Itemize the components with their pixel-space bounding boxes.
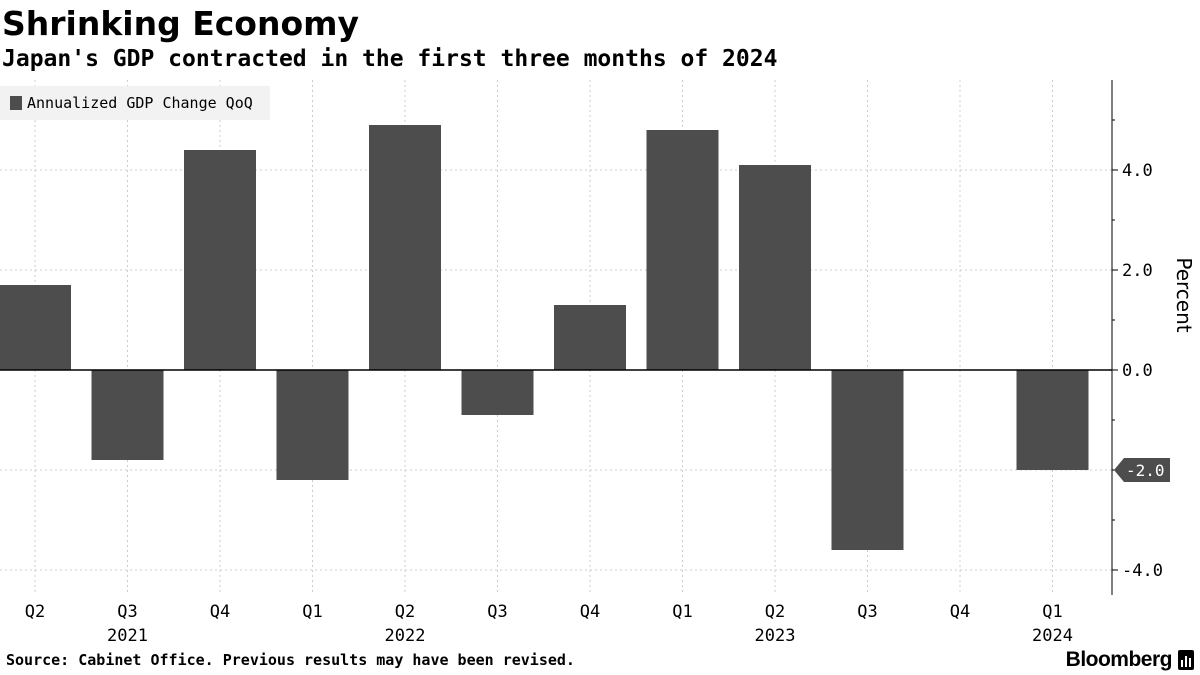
x-tick-label: Q1 (302, 602, 322, 622)
chart-title: Shrinking Economy (2, 4, 360, 43)
last-value-label: -2.0 (1126, 461, 1165, 480)
x-tick-label: Q2 (25, 602, 45, 622)
y-tick-label: 0.0 (1122, 361, 1153, 381)
legend-label: Annualized GDP Change QoQ (27, 94, 253, 112)
x-year-label: 2021 (107, 626, 148, 645)
bar (461, 370, 534, 415)
chart-subtitle: Japan's GDP contracted in the first thre… (2, 46, 778, 72)
last-value-callout (1114, 458, 1170, 482)
bars (0, 125, 1089, 550)
bar (0, 285, 71, 370)
axis-labels: -4.0 0.0 2.0 4.0 -2.0 Percent Q2 Q3 Q4 Q1 Q2 Q3 Q4 Q1… (25, 161, 1196, 645)
bar (369, 125, 441, 370)
brand: Bloomberg (1066, 647, 1194, 673)
axes (0, 80, 1118, 595)
x-tick-label: Q3 (117, 602, 137, 622)
brand-name: Bloomberg (1065, 648, 1173, 671)
x-tick-label: Q4 (580, 602, 600, 622)
bar (831, 370, 904, 550)
x-year-label: 2023 (755, 626, 796, 645)
x-year-label: 2024 (1032, 626, 1073, 645)
legend-box (0, 86, 270, 120)
y-tick-label: 4.0 (1122, 161, 1153, 181)
bar (184, 150, 256, 370)
bar (276, 370, 349, 480)
x-tick-label: Q3 (857, 602, 877, 622)
x-year-label: 2022 (385, 626, 426, 645)
bar-chart: -4.0 0.0 2.0 4.0 -2.0 Percent Q2 Q3 Q4 Q1 Q2 Q3 Q4 Q1… (0, 80, 1196, 645)
x-tick-label: Q3 (487, 602, 507, 622)
y-tick-label: 2.0 (1122, 261, 1153, 281)
x-tick-label: Q2 (765, 602, 785, 622)
x-tick-label: Q2 (395, 602, 415, 622)
y-axis-title: Percent (1172, 257, 1196, 332)
legend-swatch (10, 96, 22, 110)
x-tick-label: Q4 (950, 602, 970, 622)
x-tick-label: Q1 (1042, 602, 1062, 622)
bar (554, 305, 626, 370)
x-tick-label: Q4 (210, 602, 230, 622)
bloomberg-bars-icon (1178, 650, 1194, 670)
bar (91, 370, 164, 460)
legend: Annualized GDP Change QoQ (0, 86, 270, 120)
bar (739, 165, 811, 370)
y-tick-label: -4.0 (1122, 561, 1163, 581)
source-note: Source: Cabinet Office. Previous results… (6, 651, 575, 669)
bar (646, 130, 719, 370)
bar (1016, 370, 1089, 470)
x-tick-label: Q1 (672, 602, 692, 622)
